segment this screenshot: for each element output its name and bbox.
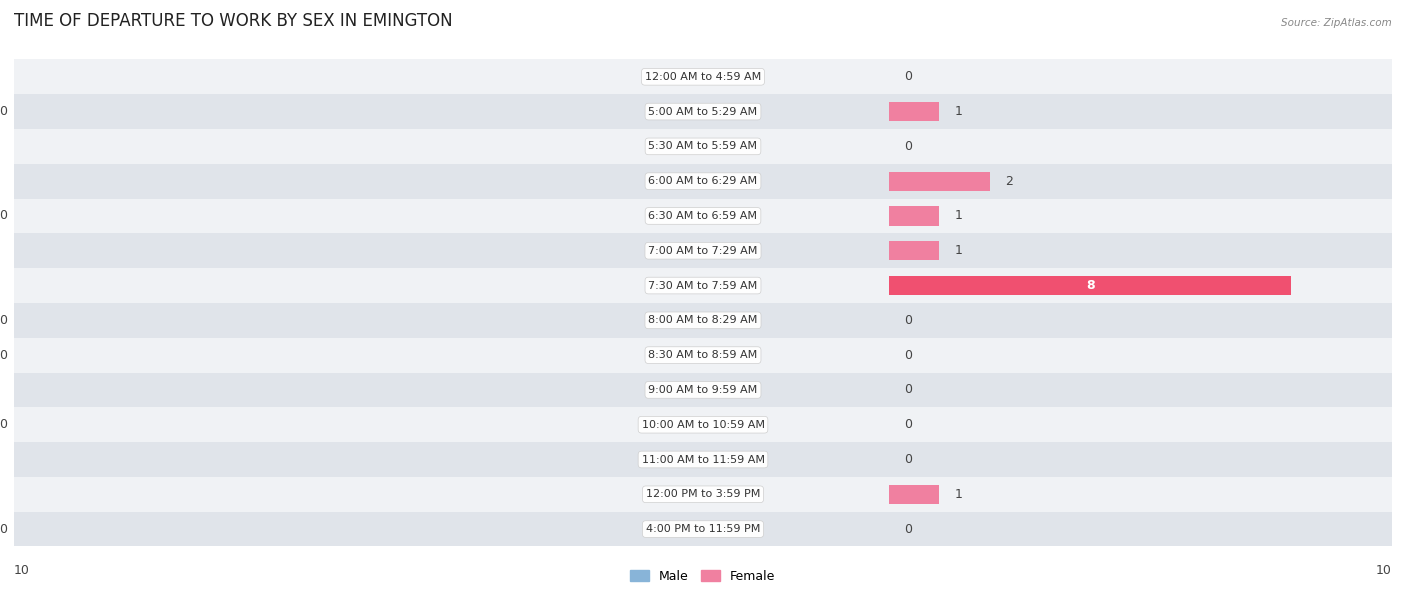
Bar: [0, 67, 14, 86]
Bar: [0, 477, 1406, 511]
Text: 5:00 AM to 5:29 AM: 5:00 AM to 5:29 AM: [648, 106, 758, 116]
Text: 6:30 AM to 6:59 AM: 6:30 AM to 6:59 AM: [648, 211, 758, 221]
Text: 0: 0: [0, 105, 7, 118]
Text: 0: 0: [904, 523, 912, 536]
Text: Source: ZipAtlas.com: Source: ZipAtlas.com: [1281, 18, 1392, 28]
Text: 10: 10: [14, 564, 30, 577]
Bar: [0, 407, 1406, 442]
Bar: [0, 372, 1406, 407]
Bar: [0, 59, 1406, 94]
Bar: [0, 94, 1406, 129]
Text: 11:00 AM to 11:59 AM: 11:00 AM to 11:59 AM: [641, 454, 765, 465]
Text: 8:00 AM to 8:29 AM: 8:00 AM to 8:29 AM: [648, 315, 758, 326]
Bar: [889, 206, 939, 226]
Text: 10:00 AM to 10:59 AM: 10:00 AM to 10:59 AM: [641, 420, 765, 429]
Bar: [0, 511, 1406, 546]
Bar: [0, 164, 1406, 198]
Text: 0: 0: [0, 314, 7, 327]
Bar: [0, 94, 1406, 129]
Bar: [0, 164, 1406, 198]
Bar: [0, 450, 14, 469]
Bar: [0, 233, 1406, 268]
Bar: [0, 59, 1406, 94]
Text: 8: 8: [1085, 279, 1094, 292]
Bar: [0, 511, 1406, 546]
Text: 0: 0: [904, 383, 912, 396]
Bar: [0, 241, 14, 260]
Bar: [0, 477, 1406, 511]
Bar: [0, 372, 1406, 407]
Bar: [0, 407, 1406, 442]
Text: 1: 1: [955, 210, 962, 223]
Bar: [889, 102, 939, 121]
Text: TIME OF DEPARTURE TO WORK BY SEX IN EMINGTON: TIME OF DEPARTURE TO WORK BY SEX IN EMIN…: [14, 12, 453, 30]
Bar: [0, 59, 1406, 94]
Text: 0: 0: [0, 418, 7, 431]
Bar: [0, 172, 14, 191]
Bar: [0, 338, 1406, 372]
Bar: [0, 129, 1406, 164]
Bar: [889, 172, 990, 191]
Text: 6:00 AM to 6:29 AM: 6:00 AM to 6:29 AM: [648, 176, 758, 186]
Bar: [0, 338, 1406, 372]
Text: 0: 0: [904, 140, 912, 153]
Text: 1: 1: [955, 244, 962, 257]
Bar: [0, 94, 1406, 129]
Text: 1: 1: [955, 488, 962, 501]
Text: 8:30 AM to 8:59 AM: 8:30 AM to 8:59 AM: [648, 350, 758, 360]
Text: 4:00 PM to 11:59 PM: 4:00 PM to 11:59 PM: [645, 524, 761, 534]
Bar: [0, 442, 1406, 477]
Text: 1: 1: [955, 105, 962, 118]
Bar: [0, 268, 1406, 303]
Bar: [0, 442, 1406, 477]
Bar: [0, 485, 14, 504]
Text: 0: 0: [904, 453, 912, 466]
Bar: [0, 233, 1406, 268]
Bar: [0, 233, 1406, 268]
Text: 0: 0: [904, 70, 912, 83]
Bar: [0, 198, 1406, 233]
Text: 12:00 AM to 4:59 AM: 12:00 AM to 4:59 AM: [645, 72, 761, 82]
Text: 12:00 PM to 3:59 PM: 12:00 PM to 3:59 PM: [645, 489, 761, 500]
Bar: [0, 477, 1406, 511]
Text: 0: 0: [904, 418, 912, 431]
Text: 2: 2: [1005, 175, 1012, 188]
Text: 9:00 AM to 9:59 AM: 9:00 AM to 9:59 AM: [648, 385, 758, 395]
Bar: [0, 164, 1406, 198]
Bar: [0, 338, 1406, 372]
Bar: [0, 303, 1406, 338]
Text: 0: 0: [904, 349, 912, 362]
Text: 7:30 AM to 7:59 AM: 7:30 AM to 7:59 AM: [648, 280, 758, 290]
Text: 0: 0: [904, 314, 912, 327]
Bar: [889, 241, 939, 260]
Text: 0: 0: [0, 523, 7, 536]
Bar: [0, 303, 1406, 338]
Bar: [0, 442, 1406, 477]
Bar: [0, 137, 14, 156]
Text: 10: 10: [1376, 564, 1392, 577]
Text: 0: 0: [0, 210, 7, 223]
Bar: [0, 372, 1406, 407]
Bar: [0, 303, 1406, 338]
Bar: [0, 268, 1406, 303]
Bar: [0, 198, 1406, 233]
Text: 0: 0: [0, 349, 7, 362]
Bar: [0, 268, 1406, 303]
Text: 7:00 AM to 7:29 AM: 7:00 AM to 7:29 AM: [648, 246, 758, 256]
Bar: [889, 276, 1291, 295]
Bar: [0, 198, 1406, 233]
Bar: [0, 276, 14, 295]
Legend: Male, Female: Male, Female: [626, 565, 780, 587]
Bar: [889, 485, 939, 504]
Text: 5:30 AM to 5:59 AM: 5:30 AM to 5:59 AM: [648, 141, 758, 151]
Bar: [0, 407, 1406, 442]
Bar: [0, 380, 14, 400]
Bar: [0, 129, 1406, 164]
Bar: [0, 511, 1406, 546]
Bar: [0, 129, 1406, 164]
